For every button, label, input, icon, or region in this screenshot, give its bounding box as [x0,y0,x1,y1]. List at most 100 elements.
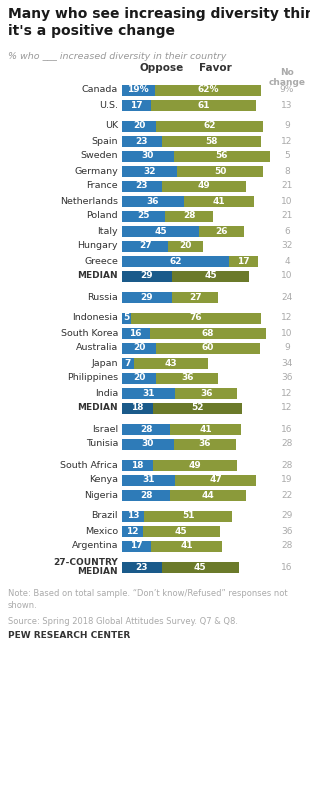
Text: 20: 20 [133,122,145,130]
Text: 25: 25 [137,211,150,220]
Bar [155,84,261,95]
Text: 10: 10 [281,196,293,205]
Text: 12: 12 [281,389,293,398]
Text: 34: 34 [281,359,293,367]
Text: 10: 10 [281,272,293,281]
Bar [122,328,149,339]
Text: 28: 28 [140,491,152,499]
Text: Oppose: Oppose [140,63,184,73]
Text: 5: 5 [284,152,290,161]
Text: 12: 12 [281,137,293,145]
Text: 16: 16 [281,425,293,433]
Text: 36: 36 [200,389,213,398]
Text: 17: 17 [130,541,143,550]
Text: 49: 49 [189,460,202,470]
Bar [174,150,270,161]
Bar [122,255,229,266]
Text: 23: 23 [135,181,148,191]
Text: 45: 45 [194,563,206,572]
Bar [122,424,170,435]
Text: 20: 20 [133,343,145,352]
Bar [165,211,213,222]
Text: 31: 31 [142,475,155,484]
Bar [162,180,246,192]
Text: 27: 27 [139,242,152,250]
Text: France: France [86,181,118,191]
Text: 41: 41 [180,541,193,550]
Text: 32: 32 [143,166,156,176]
Text: 12: 12 [126,526,139,536]
Text: South Africa: South Africa [60,460,118,470]
Text: PEW RESEARCH CENTER: PEW RESEARCH CENTER [8,631,130,640]
Text: Israel: Israel [92,425,118,433]
Text: U.S.: U.S. [99,100,118,110]
Text: 50: 50 [214,166,226,176]
Bar [122,561,162,572]
Bar [122,439,174,449]
Text: Canada: Canada [82,86,118,95]
Bar [172,270,249,281]
Bar [168,241,203,251]
Text: 21: 21 [281,211,293,220]
Bar [170,490,246,501]
Bar [177,165,263,176]
Text: 28: 28 [140,425,152,433]
Text: Netherlands: Netherlands [60,196,118,205]
Text: Mexico: Mexico [85,526,118,536]
Bar [151,99,256,111]
Text: 60: 60 [202,343,214,352]
Bar [122,226,199,236]
Text: 68: 68 [202,328,214,338]
Bar [122,460,153,471]
Bar [199,226,244,236]
Bar [122,510,144,522]
Text: 56: 56 [215,152,228,161]
Text: Japan: Japan [91,359,118,367]
Text: 28: 28 [281,541,293,550]
Bar [122,490,170,501]
Text: 44: 44 [202,491,215,499]
Text: Tunisia: Tunisia [86,440,118,448]
Text: Argentina: Argentina [72,541,118,550]
Text: 23: 23 [135,563,148,572]
Text: 9: 9 [284,343,290,352]
Text: 20: 20 [133,374,145,382]
Text: Australia: Australia [76,343,118,352]
Bar [122,180,162,192]
Bar [184,196,255,207]
Text: 29: 29 [281,511,293,521]
Text: 9: 9 [284,122,290,130]
Bar [122,270,172,281]
Bar [149,328,267,339]
Bar [122,84,155,95]
Text: 16: 16 [281,563,293,572]
Text: Italy: Italy [97,227,118,235]
Bar [151,541,222,552]
Text: 13: 13 [127,511,140,521]
Bar [175,387,237,398]
Text: Germany: Germany [74,166,118,176]
Text: Note: Based on total sample. “Don’t know/Refused” responses not
shown.: Note: Based on total sample. “Don’t know… [8,589,288,610]
Bar [157,121,263,131]
Bar [134,358,208,369]
Bar [122,312,131,324]
Text: Favor: Favor [199,63,231,73]
Bar [122,475,175,486]
Bar [162,561,239,572]
Bar [174,439,236,449]
Text: 10: 10 [281,328,293,338]
Text: 30: 30 [142,440,154,448]
Text: 6: 6 [284,227,290,235]
Text: 5: 5 [123,313,130,323]
Text: MEDIAN: MEDIAN [78,272,118,281]
Text: 41: 41 [213,196,225,205]
Text: Kenya: Kenya [89,475,118,484]
Text: MEDIAN: MEDIAN [78,404,118,413]
Text: 45: 45 [154,227,167,235]
Bar [144,510,232,522]
Text: 45: 45 [204,272,217,281]
Text: 27-COUNTRY
MEDIAN: 27-COUNTRY MEDIAN [53,557,118,576]
Text: 22: 22 [281,491,293,499]
Bar [122,541,151,552]
Text: Poland: Poland [86,211,118,220]
